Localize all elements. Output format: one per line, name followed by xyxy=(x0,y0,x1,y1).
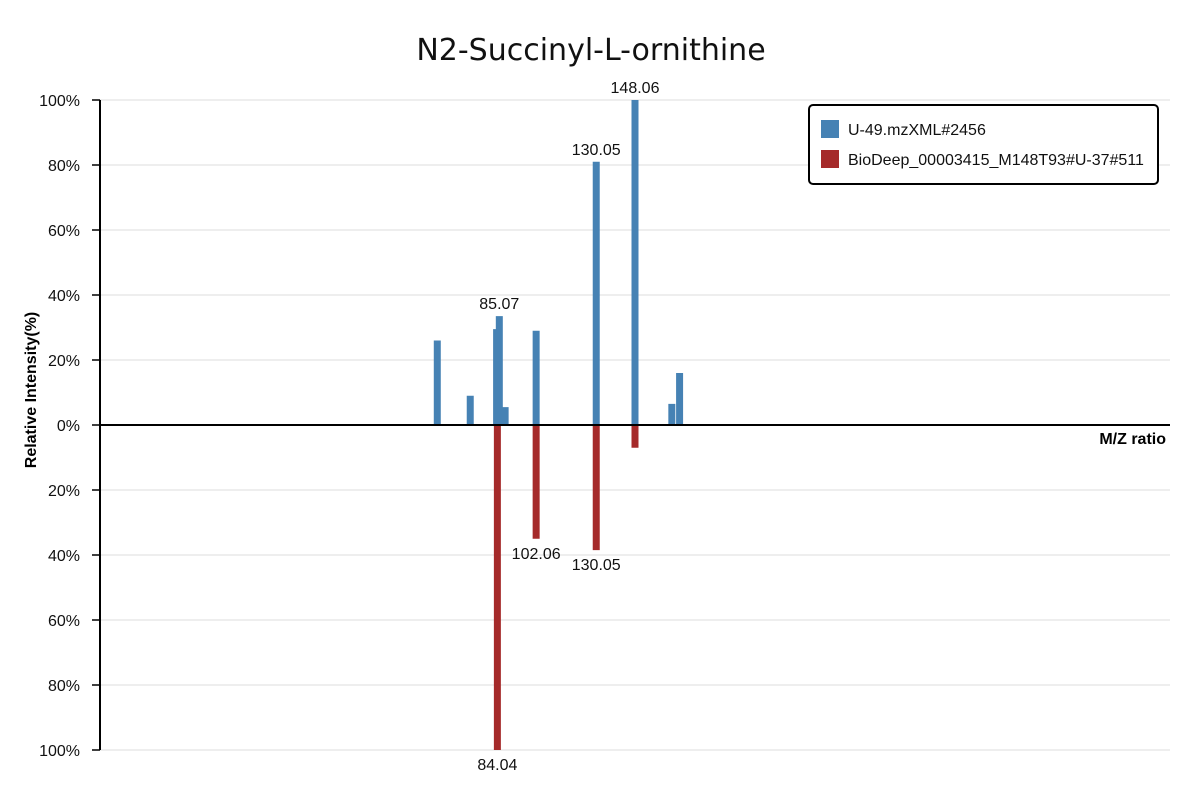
peak-label: 148.06 xyxy=(611,80,660,97)
peak-bar xyxy=(466,395,474,425)
chart-title: N2-Succinyl-L-ornithine xyxy=(416,33,765,68)
peak-bar xyxy=(631,425,639,448)
x-axis-label: M/Z ratio xyxy=(1099,431,1166,448)
peak-label: 130.05 xyxy=(572,557,621,574)
y-tick-label: 20% xyxy=(48,483,80,500)
peak-bar xyxy=(532,425,540,539)
legend-swatch-series-0 xyxy=(821,120,839,138)
y-tick-label: 100% xyxy=(39,93,80,110)
peak-labels: 85.07 130.05 148.06 84.04 102.06 130.05 xyxy=(477,80,659,774)
legend-label-series-0: U-49.mzXML#2456 xyxy=(848,122,986,139)
peak-bar xyxy=(493,425,501,750)
y-tick-label: 80% xyxy=(48,158,80,175)
peak-bar xyxy=(592,161,600,425)
y-tick-label: 80% xyxy=(48,678,80,695)
y-tick-label: 100% xyxy=(39,743,80,760)
y-tick-label: 40% xyxy=(48,548,80,565)
peak-bar xyxy=(668,403,676,425)
y-tick-label: 60% xyxy=(48,613,80,630)
peak-bars xyxy=(433,100,684,750)
legend-label-series-1: BioDeep_00003415_M148T93#U-37#511 xyxy=(848,152,1144,169)
peak-bar xyxy=(631,100,639,425)
legend-swatch-series-1 xyxy=(821,150,839,168)
y-tick-label: 0% xyxy=(57,418,80,435)
peak-bar xyxy=(592,425,600,551)
peak-bar xyxy=(433,340,441,425)
y-axis-ticks: 100% 80% 60% 40% 20% 0% 20% 40% 60% 80% 100% xyxy=(39,93,100,760)
y-tick-label: 60% xyxy=(48,223,80,240)
peak-bar xyxy=(676,373,684,425)
legend: U-49.mzXML#2456 BioDeep_00003415_M148T93… xyxy=(808,104,1159,185)
y-tick-label: 20% xyxy=(48,353,80,370)
peak-bar xyxy=(501,407,509,425)
peak-label: 85.07 xyxy=(479,296,519,313)
y-tick-label: 40% xyxy=(48,288,80,305)
peak-bar xyxy=(495,316,503,425)
y-axis-label: Relative Intensity(%) xyxy=(23,312,40,468)
peak-bar xyxy=(532,330,540,425)
peak-label: 84.04 xyxy=(477,757,517,774)
peak-label: 130.05 xyxy=(572,142,621,159)
legend-box xyxy=(808,104,1159,185)
peak-label: 102.06 xyxy=(512,546,561,563)
